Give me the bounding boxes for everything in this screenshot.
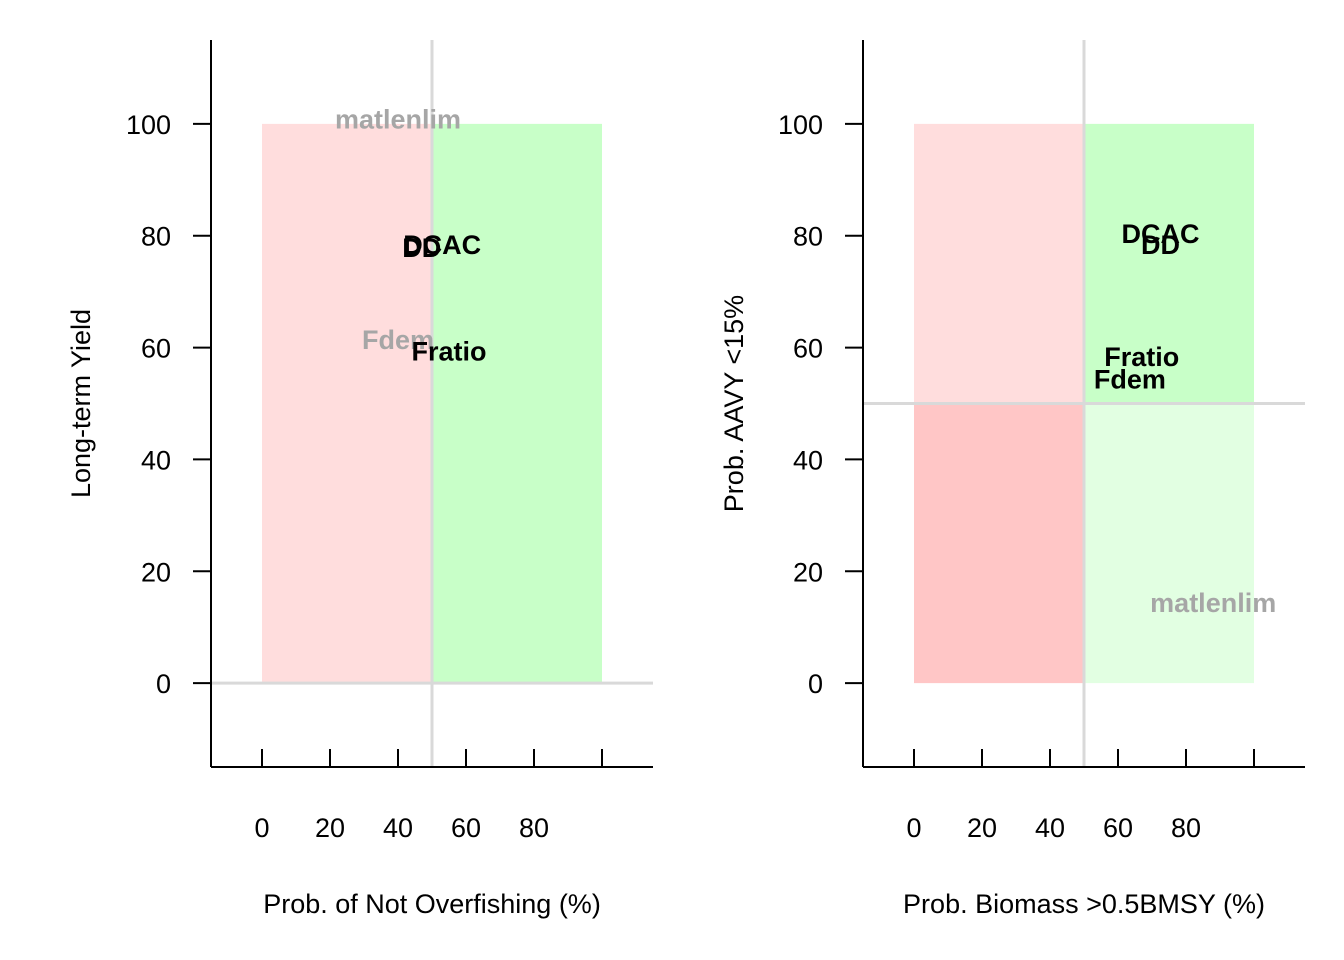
x-axis-title: Prob. Biomass >0.5BMSY (%) [903, 889, 1265, 919]
x-tick-label: 0 [906, 813, 921, 843]
region-1 [432, 123, 602, 684]
point-label-dd: DD [1141, 230, 1180, 260]
y-tick-label: 40 [141, 445, 171, 475]
y-tick-label: 80 [141, 222, 171, 252]
point-label-matlenlim: matlenlim [1150, 588, 1276, 618]
y-tick-label: 60 [141, 334, 171, 364]
y-tick-label: 60 [793, 334, 823, 364]
y-tick-label: 100 [126, 110, 171, 140]
point-label-matlenlim: matlenlim [335, 104, 461, 134]
x-tick-label: 40 [383, 813, 413, 843]
panel-long-term-yield: 0 20 40 60 80 100 0 20 40 60 80 Prob. of Not Overfi… [66, 40, 653, 919]
y-tick-label: 80 [793, 222, 823, 252]
point-label-dd: DD [402, 233, 441, 263]
panel-aavy: 0 20 40 60 80 100 0 20 40 60 80 Prob. Biomass >0.5B… [719, 40, 1305, 919]
y-tick-label: 100 [778, 110, 823, 140]
y-axis-title: Long-term Yield [66, 309, 96, 498]
y-tick-label: 0 [808, 669, 823, 699]
x-axis-title: Prob. of Not Overfishing (%) [263, 889, 601, 919]
y-tick-label: 20 [793, 557, 823, 587]
x-tick-label: 60 [1103, 813, 1133, 843]
region-2 [914, 403, 1084, 684]
region-3 [1084, 403, 1254, 684]
x-tick-label: 20 [967, 813, 997, 843]
y-tick-label: 40 [793, 445, 823, 475]
y-tick-label: 20 [141, 557, 171, 587]
x-tick-label: 0 [254, 813, 269, 843]
region-1 [1084, 123, 1254, 404]
region-0 [914, 123, 1084, 404]
y-tick-label: 0 [156, 669, 171, 699]
y-axis-title: Prob. AAVY <15% [719, 295, 749, 512]
x-tick-label: 20 [315, 813, 345, 843]
point-label-fratio: Fratio [411, 336, 486, 366]
point-label-fdem: Fdem [362, 325, 434, 355]
point-label-fdem: Fdem [1094, 364, 1166, 394]
point-label-dcac: DCAC [403, 230, 481, 260]
x-tick-label: 80 [1171, 813, 1201, 843]
x-tick-label: 80 [519, 813, 549, 843]
region-0 [262, 123, 432, 684]
point-label-fratio: Fratio [1104, 342, 1179, 372]
point-label-dcac: DCAC [1122, 219, 1200, 249]
x-tick-label: 60 [451, 813, 481, 843]
x-tick-label: 40 [1035, 813, 1065, 843]
